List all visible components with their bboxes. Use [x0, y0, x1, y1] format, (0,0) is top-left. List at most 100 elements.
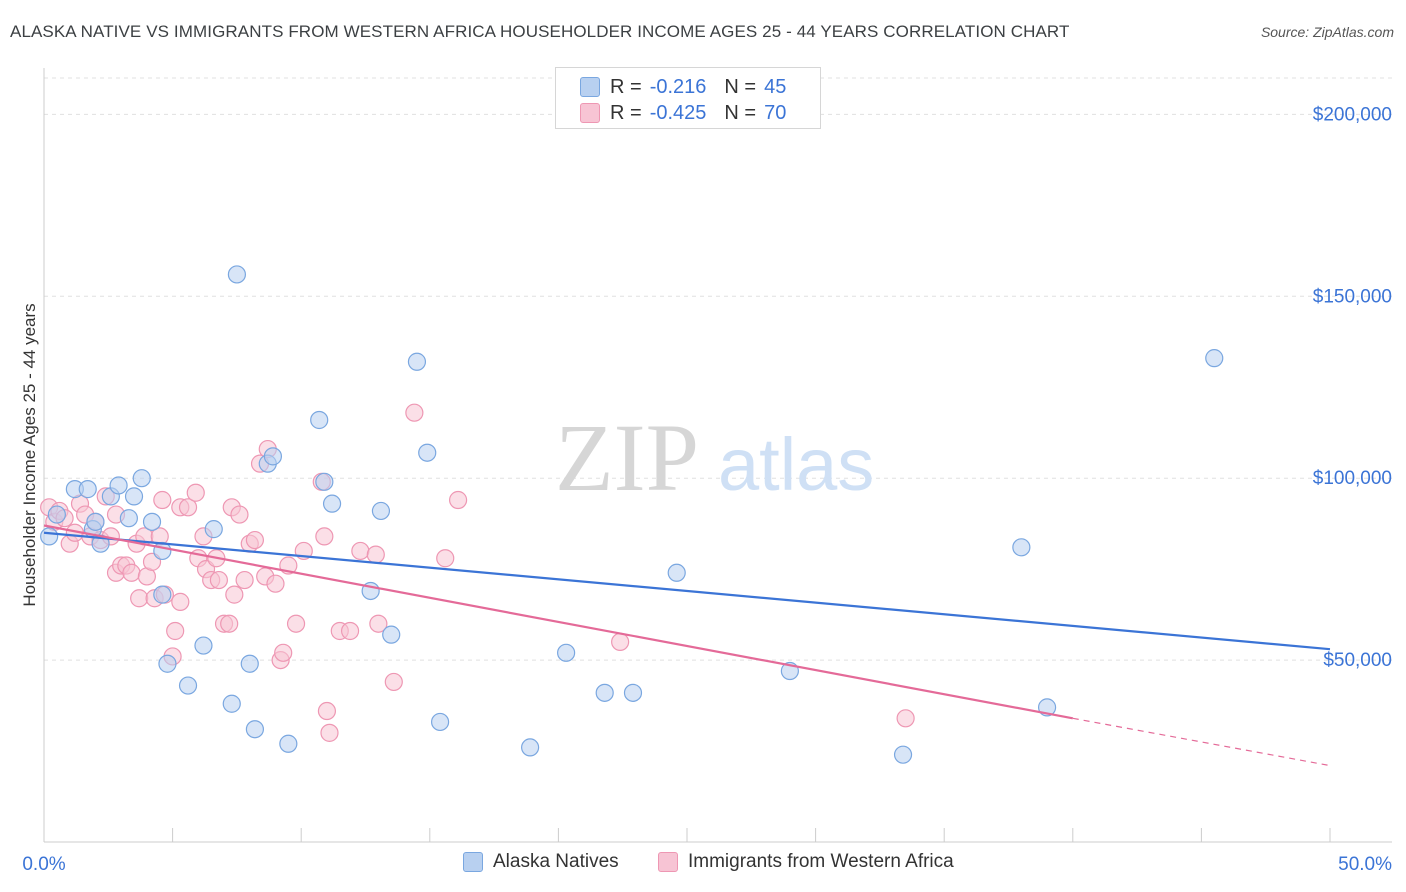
point-western-africa [896, 709, 915, 728]
point-alaska-natives [124, 487, 144, 506]
point-alaska-natives [178, 676, 198, 695]
point-alaska-natives [158, 654, 177, 673]
point-western-africa [220, 614, 239, 633]
legend-swatch-pink [658, 852, 678, 872]
point-western-africa [178, 498, 198, 517]
point-western-africa [448, 490, 468, 510]
point-alaska-natives [893, 745, 913, 764]
trend-lines [43, 524, 1331, 767]
point-alaska-natives [430, 712, 450, 732]
point-alaska-natives [204, 520, 223, 539]
point-alaska-natives [623, 683, 643, 702]
legend-r-label: R = [610, 75, 642, 98]
point-western-africa [317, 701, 337, 721]
legend-row-alaska: R = -0.216 N = 45 [580, 74, 786, 100]
tick-labels: $50,000 $100,000 $150,000 $200,000 0.0% 50.0% [22, 104, 1392, 875]
point-western-africa [245, 530, 265, 550]
point-alaska-natives [119, 509, 138, 528]
point-western-africa [369, 614, 388, 633]
point-western-africa [384, 672, 403, 692]
point-alaska-natives [142, 512, 162, 531]
point-alaska-natives [279, 734, 298, 753]
watermark: ZIP atlas [555, 404, 874, 511]
point-alaska-natives [47, 505, 66, 524]
point-alaska-natives [595, 683, 614, 702]
point-alaska-natives [315, 472, 334, 491]
correlation-legend: R = -0.216 N = 45 R = -0.425 N = 70 [555, 67, 821, 129]
point-alaska-natives [1205, 349, 1224, 368]
legend-swatch-blue [580, 77, 600, 97]
point-western-africa [405, 403, 424, 422]
y-tick-label: $200,000 [1313, 104, 1392, 125]
point-alaska-natives [418, 443, 437, 462]
point-western-africa [209, 570, 228, 590]
watermark-atlas: atlas [718, 423, 874, 506]
point-alaska-natives [109, 476, 128, 495]
legend-n-value: 45 [764, 75, 787, 98]
y-tick-label: $50,000 [1323, 650, 1392, 671]
trend-line-alaska-natives [43, 531, 1331, 651]
series-alaska-natives-points [40, 265, 1224, 764]
point-western-africa [266, 574, 285, 593]
trend-line-western-africa [43, 524, 1074, 720]
legend-label: Immigrants from Western Africa [688, 851, 954, 872]
point-alaska-natives [371, 501, 391, 521]
point-alaska-natives [245, 720, 265, 739]
point-western-africa [286, 614, 306, 633]
legend-n-label: N = [724, 75, 757, 98]
y-tick-label: $100,000 [1313, 468, 1392, 489]
point-western-africa [130, 589, 149, 608]
legend-n-label: N = [724, 101, 757, 124]
point-alaska-natives [78, 480, 97, 499]
point-western-africa [611, 632, 630, 652]
legend-swatch-pink [580, 103, 600, 123]
point-western-africa [315, 527, 334, 546]
point-alaska-natives [132, 469, 151, 488]
legend-item-western-africa: Immigrants from Western Africa [658, 851, 954, 873]
legend-label: Alaska Natives [493, 851, 619, 872]
legend-swatch-blue [463, 852, 483, 872]
series-legend: Alaska Natives Immigrants from Western A… [0, 851, 1406, 877]
legend-r-label: R = [610, 101, 642, 124]
point-alaska-natives [263, 447, 283, 466]
point-alaska-natives [194, 636, 213, 655]
point-alaska-natives [86, 512, 105, 531]
point-alaska-natives [322, 494, 342, 513]
x-tick-label-max: 50.0% [1338, 854, 1392, 875]
point-western-africa [340, 621, 360, 641]
y-axis-label: Householder Income Ages 25 - 44 years [20, 303, 39, 607]
watermark-zip: ZIP [555, 404, 699, 511]
point-western-africa [153, 490, 172, 510]
point-western-africa [230, 505, 249, 524]
y-tick-label: $150,000 [1313, 286, 1392, 307]
point-alaska-natives [222, 694, 241, 713]
legend-item-alaska-natives: Alaska Natives [463, 851, 619, 873]
point-western-africa [171, 592, 190, 611]
trend-line-western-africa-extrapolated [1072, 717, 1331, 767]
point-alaska-natives [382, 625, 401, 644]
point-western-africa [186, 483, 205, 502]
legend-r-value: -0.216 [649, 75, 707, 98]
point-western-africa [351, 541, 370, 561]
point-alaska-natives [1012, 538, 1031, 557]
point-western-africa [320, 723, 339, 742]
point-western-africa [235, 570, 254, 590]
x-tick-label-min: 0.0% [22, 854, 65, 875]
point-alaska-natives [521, 738, 540, 757]
point-alaska-natives [407, 352, 427, 371]
legend-row-western-africa: R = -0.425 N = 70 [580, 100, 786, 126]
point-western-africa [225, 585, 244, 604]
legend-n-value: 70 [764, 101, 787, 124]
point-western-africa [274, 643, 293, 662]
point-alaska-natives [153, 585, 172, 604]
point-western-africa [122, 563, 141, 582]
point-western-africa [366, 545, 385, 564]
chart-title: ALASKA NATIVE VS IMMIGRANTS FROM WESTERN… [10, 22, 1070, 41]
legend-r-value: -0.425 [649, 101, 707, 124]
point-alaska-natives [557, 643, 576, 662]
point-western-africa [166, 621, 185, 641]
axes [43, 68, 1392, 843]
point-alaska-natives [240, 654, 259, 673]
source-label: Source: ZipAtlas.com [1260, 24, 1394, 40]
